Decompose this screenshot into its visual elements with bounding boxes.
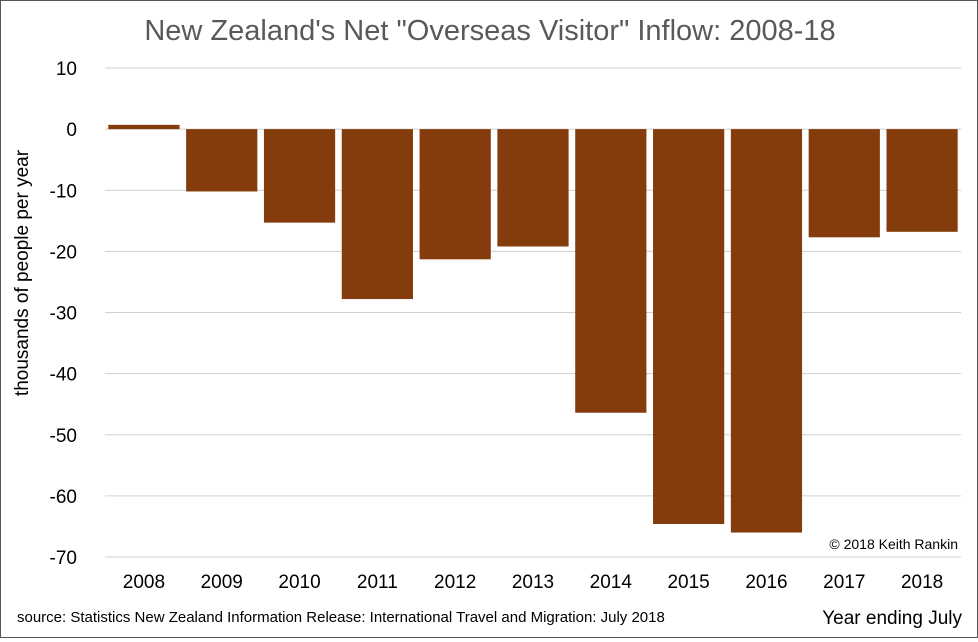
x-axis-ticks: 2008 2009 2010 2011 2012 2013 2014 2015 2016 2017… <box>123 572 943 593</box>
bar-2008 <box>108 124 180 130</box>
bar-2009 <box>186 129 258 192</box>
y-tick-label: 0 <box>66 120 77 141</box>
y-tick-label: -30 <box>50 304 77 325</box>
x-tick-label: 2015 <box>667 572 709 593</box>
x-tick-label: 2012 <box>434 572 476 593</box>
y-tick-label: -20 <box>50 242 77 263</box>
source-note: source: Statistics New Zealand Informati… <box>17 609 665 626</box>
x-tick-label: 2017 <box>823 572 865 593</box>
bar-2017 <box>808 129 880 238</box>
bar-2010 <box>263 129 336 223</box>
y-tick-label: 10 <box>56 59 77 80</box>
x-tick-label: 2009 <box>201 572 243 593</box>
y-axis-label: thousands of people per year <box>12 149 33 396</box>
y-axis-ticks: 10 0 -10 -20 -30 -40 -50 -60 -70 <box>50 59 77 569</box>
y-tick-label: -10 <box>50 181 77 202</box>
bar-2013 <box>497 129 569 247</box>
bar-2014 <box>575 129 647 413</box>
bar-2016 <box>730 129 803 533</box>
bar-2011 <box>341 129 413 300</box>
y-tick-label: -40 <box>50 365 77 386</box>
bars <box>108 124 958 533</box>
x-tick-label: 2011 <box>357 572 398 593</box>
x-tick-label: 2016 <box>745 572 787 593</box>
bar-2018 <box>886 129 958 232</box>
y-tick-label: -70 <box>50 548 77 569</box>
x-tick-label: 2008 <box>123 572 165 593</box>
y-tick-label: -50 <box>50 426 77 447</box>
x-tick-label: 2018 <box>901 572 943 593</box>
bar-2012 <box>419 129 491 260</box>
y-tick-label: -60 <box>50 487 77 508</box>
x-tick-label: 2010 <box>278 572 320 593</box>
x-tick-label: 2014 <box>590 572 633 593</box>
copyright-note: © 2018 Keith Rankin <box>829 536 958 552</box>
bar-2015 <box>653 129 725 524</box>
x-tick-label: 2013 <box>512 572 554 593</box>
chart-title: New Zealand's Net "Overseas Visitor" Inf… <box>144 15 835 47</box>
x-axis-label: Year ending July <box>822 608 962 629</box>
